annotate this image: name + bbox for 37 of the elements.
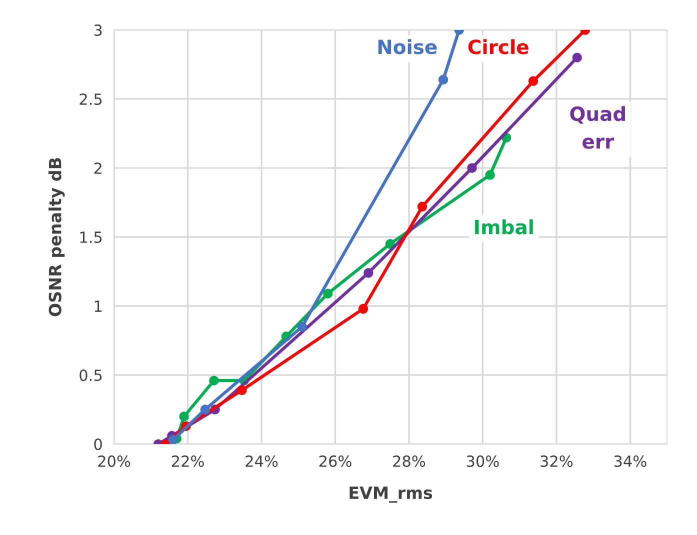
point [485, 170, 495, 180]
y-tick-label: 0 [94, 438, 102, 450]
point [438, 74, 448, 85]
x-tick-label: 26% [319, 455, 352, 467]
series-label: Imbal [475, 219, 533, 234]
point [237, 385, 247, 396]
series-label: Noise [378, 39, 437, 54]
point [572, 52, 582, 62]
y-tick-label: 2 [94, 162, 102, 174]
x-tick-label: 34% [614, 455, 646, 467]
point [200, 404, 210, 414]
point [467, 163, 477, 173]
point [168, 435, 178, 444]
point [385, 239, 396, 249]
x-tick-label: 20% [98, 455, 130, 467]
point [322, 288, 333, 298]
x-axis-title: EVM_rms [350, 486, 432, 503]
point [528, 76, 538, 86]
point [209, 376, 219, 386]
y-axis-title: OSNR penalty dB [48, 158, 65, 316]
y-tick-label: 1 [94, 300, 102, 312]
series-label: Circle [468, 39, 528, 54]
series-label: Quad err [570, 106, 625, 149]
x-tick-label: 22% [172, 455, 204, 467]
y-tick-label: 2.5 [80, 93, 102, 105]
y-tick-label: 0.5 [80, 370, 102, 382]
x-tick-label: 32% [540, 455, 573, 467]
point [297, 322, 307, 332]
x-tick-label: 24% [246, 455, 278, 467]
x-tick-label: 30% [466, 455, 499, 467]
point [179, 412, 189, 422]
x-tick-label: 28% [393, 455, 426, 467]
y-tick-label: 3 [94, 24, 102, 36]
y-tick-label: 1.5 [80, 232, 102, 244]
point [364, 268, 374, 278]
point [417, 202, 428, 212]
point [358, 304, 368, 314]
